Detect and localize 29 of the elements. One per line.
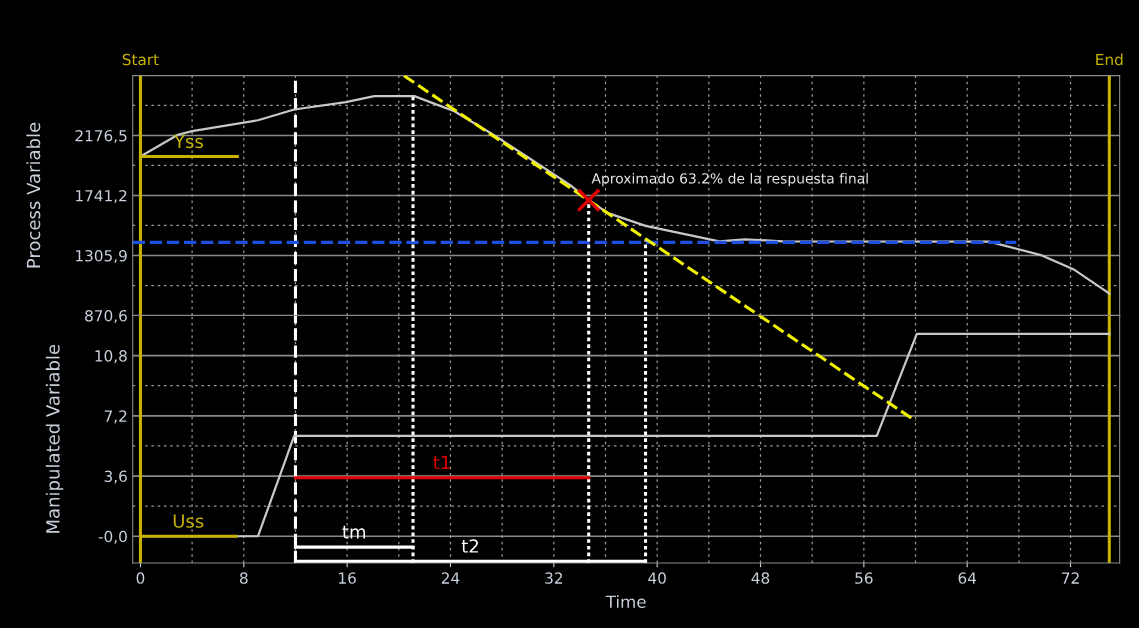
y-tick-label: 870,6	[85, 309, 127, 324]
y-tick-label: 1741,2	[76, 189, 127, 204]
series-label: t1	[433, 455, 450, 470]
y-tick-label: 1305,9	[76, 249, 127, 264]
y-tick-label: 10,8	[95, 350, 127, 364]
ref-line-label: End	[1096, 53, 1123, 66]
x-tick-label: 48	[751, 572, 770, 584]
annotation: Aproximado 63.2% de la respuesta final	[591, 172, 868, 187]
ref-line-label: Start	[122, 53, 159, 66]
y-tick-label: 3,6	[104, 470, 127, 484]
series-label: Uss	[173, 514, 204, 528]
y-tick-label: 2176,5	[75, 129, 127, 144]
x-tick-label: 24	[441, 572, 460, 584]
x-tick-label: 40	[648, 572, 666, 584]
x-tick-label: 72	[1062, 572, 1079, 584]
x-axis-title: Time	[605, 595, 646, 609]
series-label: Yss	[173, 134, 203, 149]
y-tick-label: 7,2	[104, 410, 127, 424]
x-tick-label: 16	[339, 572, 356, 584]
y-axis-title: Process Variable	[26, 122, 41, 268]
x-tick-label: 32	[545, 572, 563, 584]
x-tick-label: 64	[958, 572, 977, 584]
y-tick-label: -0,0	[98, 530, 127, 544]
y-axis-title: Manipulated Variable	[45, 344, 64, 533]
series-label: t2	[461, 539, 478, 553]
x-tick-label: 0	[136, 572, 145, 584]
x-tick-label: 8	[239, 572, 248, 584]
series-label: tm	[342, 525, 366, 539]
x-tick-label: 56	[855, 572, 873, 584]
